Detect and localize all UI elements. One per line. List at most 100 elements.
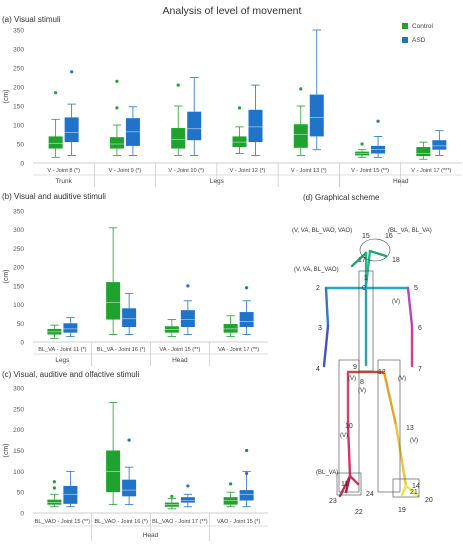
box-lower-half	[293, 134, 308, 148]
category-label: BL_VAO - Joint 17 (**)	[152, 519, 208, 525]
box-lower-half	[122, 318, 137, 328]
box-upper-half	[171, 128, 186, 140]
joint-label: 4	[316, 366, 320, 373]
box-lower-half	[122, 490, 137, 497]
skeleton-bone	[324, 286, 330, 328]
box-lower-half	[63, 494, 78, 504]
outlier-point	[186, 484, 190, 488]
box-lower-half	[371, 149, 386, 154]
category-label: BL_VA - Joint 16 (*)	[97, 347, 146, 353]
skeleton-bone	[382, 370, 398, 427]
box-lower-half	[187, 128, 202, 141]
highlight-right-foot	[392, 478, 420, 498]
box-upper-half	[293, 124, 308, 135]
joint-label: 18	[392, 257, 400, 264]
highlight-left-foot	[336, 472, 362, 496]
joint-label: 17	[358, 257, 366, 264]
condition-annotation: (V)	[340, 433, 348, 439]
panel-title: (b) Visual and auditive stimuli	[2, 192, 106, 201]
outlier-point	[245, 471, 249, 476]
box-lower-half	[109, 144, 124, 149]
skeleton-bone	[404, 484, 420, 498]
box-lower-half	[106, 302, 121, 320]
condition-annotation: (V)	[410, 438, 418, 444]
box-lower-half	[171, 139, 186, 149]
y-tick-label: 0	[20, 511, 24, 518]
condition-annotation: (V)	[358, 388, 366, 394]
box-upper-half	[248, 109, 263, 127]
y-tick-label: 150	[13, 104, 24, 111]
skeleton-bone	[344, 474, 352, 494]
box-upper-half	[125, 118, 140, 132]
condition-annotation: (V)	[348, 376, 356, 382]
outlier-point	[54, 91, 58, 95]
legend-swatch	[402, 23, 408, 29]
joint-label: 11	[341, 481, 348, 488]
joint-label: 8	[360, 379, 364, 386]
condition-annotation: (V, VA, BL_VAO)	[294, 267, 339, 273]
group-label: Legs	[55, 357, 70, 364]
y-tick-label: 200	[13, 427, 24, 434]
outlier-point	[115, 106, 119, 110]
category-label: BL_VAO - Joint 15 (**)	[35, 519, 91, 525]
y-tick-label: 250	[13, 246, 24, 253]
outlier-point	[229, 482, 233, 486]
box-upper-half	[416, 147, 431, 154]
joint-label: 0	[362, 285, 366, 292]
outlier-point	[186, 284, 190, 288]
box-lower-half	[223, 328, 238, 333]
box-lower-half	[239, 494, 254, 501]
y-tick-label: 200	[13, 265, 24, 272]
category-label: V - Joint 17 (***)	[411, 168, 451, 174]
group-label: Trunk	[55, 178, 72, 185]
y-axis-label: (cm)	[3, 444, 10, 458]
condition-annotation: (BL_VA, BL_VA)	[388, 228, 432, 234]
condition-annotation: (V)	[398, 376, 406, 382]
box-lower-half	[309, 117, 324, 137]
legend-swatch	[402, 37, 408, 43]
outlier-point	[170, 494, 174, 498]
box-upper-half	[122, 308, 137, 319]
joint-label: 12	[378, 369, 386, 376]
box-lower-half	[416, 153, 431, 157]
joint-label: 21	[410, 489, 418, 496]
joint-label: 10	[345, 423, 353, 430]
y-tick-label: 100	[13, 302, 24, 309]
outlier-point	[299, 87, 303, 91]
outlier-point	[52, 480, 56, 484]
category-label: VA - Joint 15 (**)	[159, 347, 200, 353]
box-upper-half	[47, 499, 62, 503]
y-tick-label: 0	[20, 161, 24, 168]
outlier-point	[376, 119, 380, 123]
group-label: Head	[143, 532, 159, 539]
joint-label: 16	[385, 233, 393, 240]
skeleton-bone	[348, 474, 360, 486]
panel-title: (c) Visual, auditive and olfactive stimu…	[2, 370, 139, 379]
category-label: VAO - Joint 15 (*)	[217, 519, 261, 525]
y-tick-label: 0	[20, 340, 24, 347]
skeleton-bone	[350, 251, 368, 268]
box-upper-half	[164, 502, 179, 505]
condition-annotation: (V)	[392, 299, 400, 305]
box-upper-half	[187, 111, 202, 129]
box-upper-half	[48, 136, 63, 144]
skeleton-bone	[368, 249, 388, 258]
joint-label: 23	[329, 498, 337, 505]
figure-title: Analysis of level of movement	[163, 5, 302, 17]
outlier-point	[127, 438, 131, 442]
y-tick-label: 50	[17, 321, 25, 328]
outlier-point	[52, 486, 56, 490]
category-label: V - Joint 10 (*)	[168, 168, 204, 174]
legend-label: Control	[412, 23, 434, 30]
y-tick-label: 50	[17, 142, 25, 149]
box-lower-half	[180, 500, 195, 503]
box-lower-half	[180, 319, 195, 328]
box-upper-half	[223, 497, 238, 501]
joint-label: 14	[412, 483, 420, 490]
joint-label: 9	[353, 364, 357, 371]
panel-title: (a) Visual stimuli	[2, 15, 61, 24]
skeleton-bone	[406, 286, 414, 328]
box-upper-half	[371, 145, 386, 150]
graphical-scheme: (d) Graphical scheme01234567891011121314…	[292, 193, 433, 516]
